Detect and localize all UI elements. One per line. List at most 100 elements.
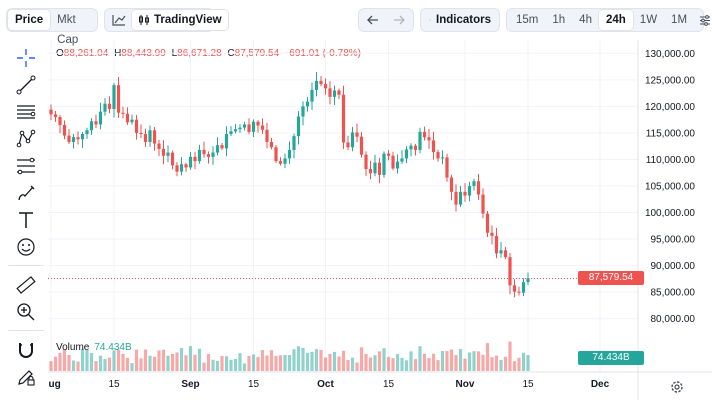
time-axis: Aug 15 Sep 15 Oct 15 Nov 15 Dec [48, 379, 610, 390]
candle-body [296, 116, 301, 137]
candle-body [98, 111, 103, 125]
indicators-button[interactable]: Indicators [422, 10, 498, 30]
chart-settings-button[interactable] [694, 10, 712, 30]
candle-body [76, 137, 80, 140]
time-tick-label: 15 [522, 379, 534, 390]
horizontal-lines-tool[interactable] [12, 98, 40, 126]
price-mktcap-toggle: Price Mkt Cap [6, 8, 98, 46]
candle-body [197, 149, 202, 162]
candle-body [386, 153, 391, 156]
volume-bar [229, 359, 233, 371]
line-chart-button[interactable] [106, 10, 132, 30]
tab-mkt-cap[interactable]: Mkt Cap [57, 14, 79, 46]
tradingview-button[interactable]: TradingView [132, 10, 228, 30]
volume-bar [112, 350, 116, 371]
tab-price[interactable]: Price [8, 10, 51, 30]
brush-icon [18, 185, 35, 201]
timeframe-4h[interactable]: 4h [579, 14, 592, 26]
volume-bar [332, 351, 337, 371]
tradingview-label: TradingView [154, 14, 222, 26]
volume-bar [283, 354, 287, 371]
candle-body [107, 103, 112, 110]
price-tick-label: 120,000.00 [645, 102, 695, 113]
volume-bar [206, 353, 211, 371]
volume-bar [193, 354, 197, 371]
candle-body [71, 137, 76, 142]
volume-bar [337, 356, 341, 371]
candle-body [238, 127, 242, 130]
indicators-icon [429, 19, 431, 21]
volume-bar [373, 355, 377, 371]
candle-body [103, 103, 107, 112]
candle-body [161, 148, 166, 156]
volume-bar [251, 354, 256, 371]
candle-body [400, 158, 404, 162]
candle-body [391, 155, 395, 169]
timeframe-1W[interactable]: 1W [639, 14, 658, 26]
candle-body [427, 137, 431, 141]
price-tick-label: 105,000.00 [645, 182, 695, 193]
lock-drawings-tool[interactable] [12, 363, 40, 391]
time-tick-label: Dec [591, 379, 610, 390]
pattern-tool[interactable] [12, 125, 40, 153]
volume-bar [463, 358, 467, 371]
redo-button[interactable] [389, 10, 409, 30]
volume-bar [386, 356, 391, 371]
volume-bar [134, 349, 139, 371]
candle-body [170, 152, 175, 166]
candle-body [85, 130, 89, 134]
timeframe-15m[interactable]: 15m [516, 14, 539, 26]
candle-body [458, 191, 463, 205]
timeframe-1h[interactable]: 1h [552, 14, 566, 26]
volume-bar [508, 341, 512, 371]
drawing-toolbar [0, 40, 52, 400]
brush-tool[interactable] [12, 179, 40, 207]
horizontal-lines-icon [17, 105, 36, 119]
volume-legend: Volume 74.434B [56, 342, 132, 353]
text-tool[interactable] [12, 206, 40, 234]
candle-body [125, 113, 130, 123]
volume-bar [125, 357, 130, 371]
candle-body [449, 177, 454, 192]
magnet-tool[interactable] [12, 336, 40, 364]
volume-bar [517, 357, 521, 371]
volume-bar [233, 359, 238, 371]
ruler-icon [16, 276, 36, 294]
candle-body [121, 112, 125, 114]
volume-bar [98, 355, 103, 371]
fib-tool[interactable] [12, 152, 40, 180]
price-chart[interactable]: 80,000.00 85,000.00 90,000.00 95,000.00 100,… [48, 40, 712, 400]
volume-bar [76, 361, 80, 371]
timeframe-24h[interactable]: 24h [598, 10, 633, 30]
candle-body [494, 235, 499, 254]
candle-body [355, 132, 359, 137]
undo-button[interactable] [363, 10, 383, 30]
candle-body [512, 285, 517, 292]
volume-bar [166, 355, 170, 371]
candle-body [58, 117, 62, 125]
text-icon [19, 212, 33, 228]
tool-divider [8, 265, 44, 266]
candle-body [476, 181, 481, 195]
candle-body [377, 162, 382, 175]
price-tick-label: 110,000.00 [646, 155, 696, 166]
candle-body [256, 121, 260, 126]
price-tick-label: 125,000.00 [645, 75, 695, 86]
zoom-tool[interactable] [12, 298, 40, 326]
volume-bar [409, 351, 413, 371]
candle-body [485, 213, 490, 233]
ruler-tool[interactable] [12, 271, 40, 299]
volume-bar [94, 361, 98, 371]
volume-bar [247, 355, 251, 371]
trend-line-tool[interactable] [12, 71, 40, 99]
undo-redo-group [358, 8, 414, 32]
candle-body [341, 94, 346, 143]
crosshair-tool[interactable] [12, 44, 40, 72]
candle-body [404, 149, 409, 159]
emoji-tool[interactable] [12, 233, 40, 261]
candle-body [301, 106, 305, 117]
timeframe-1M[interactable]: 1M [671, 14, 688, 26]
gear-icon[interactable] [670, 380, 684, 394]
candle-body [89, 121, 94, 131]
candle-body [215, 145, 220, 153]
